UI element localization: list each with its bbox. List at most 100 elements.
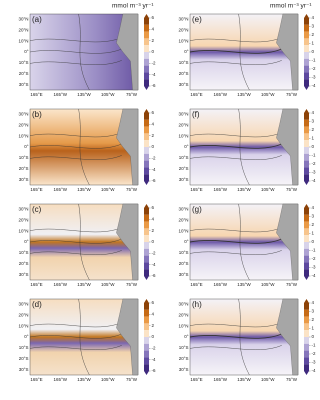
contour-line [29,155,122,160]
panel-label: (h) [192,300,202,309]
colorbar-tick-label: -2 [152,346,156,351]
lon-label: 135°W [77,377,91,382]
colorbar-tick-label: 2 [152,133,155,138]
land [116,108,139,186]
colorbar-tick-label: -4 [152,262,156,267]
colorbar-segment [304,52,309,59]
panel-label: (c) [32,205,42,214]
colorbar-segment [144,350,149,358]
contour-line [238,13,250,91]
lat-label: 0° [184,49,189,54]
lat-label: 30°S [179,272,189,277]
colorbar-segment [304,316,309,324]
lat-label: 30°S [19,272,29,277]
contour-line [238,203,250,281]
colorbar-segment [144,269,149,276]
lat-label: 30°N [178,302,188,307]
lon-label: 165°E [30,377,42,382]
lat-label: 20°N [178,312,188,317]
colorbar-tick-label: 4 [152,312,155,317]
lon-label: 135°W [77,282,91,287]
colorbar-tick-label: 2 [312,222,315,227]
colorbar-tick-label: -4 [312,178,316,183]
colorbar-end [304,86,309,90]
contour-line [189,333,282,339]
colorbar-end [304,181,309,185]
lat-label: 20°N [18,122,28,127]
colorbar-end [144,14,149,18]
colorbar-segment [304,79,309,86]
lon-label: 165°E [190,92,202,97]
colorbar-segment [304,126,309,134]
colorbar-tick-label: -6 [152,273,156,278]
colorbar-tick-label: 0 [312,49,315,54]
colorbar-segment [144,18,149,25]
colorbar-segment [144,133,149,141]
colorbar-segment [304,255,309,263]
contour-line [238,298,250,376]
lon-label: 165°W [213,92,227,97]
colorbar-end [144,371,149,375]
land [116,13,139,91]
lat-label: 20°N [178,122,188,127]
colorbar-segment [304,174,309,181]
colorbar-segment [304,228,309,236]
contour-line [78,108,90,186]
colorbar-tick-label: 4 [312,300,315,305]
lat-label: 10°N [18,133,28,138]
lon-label: 75°W [126,187,138,192]
colorbar-tick-label: -1 [312,248,316,253]
colorbar-segment [144,221,149,229]
colorbar-tick-label: -4 [152,72,156,77]
colorbar-segment [304,330,309,337]
lon-label: 105°W [261,282,275,287]
lat-label: 10°S [19,60,29,65]
colorbar-segment [304,337,309,344]
colorbar-tick-label: -4 [152,167,156,172]
colorbar-end [304,299,309,303]
colorbar-end [144,109,149,113]
contour-line [29,227,122,233]
colorbar-tick-label: 0 [312,239,315,244]
colorbar-tick-label: -2 [312,256,316,261]
lat-label: 30°N [178,207,188,212]
contour-line [29,143,122,149]
colorbar-segment [304,262,309,270]
panel-label: (f) [192,110,200,119]
contour-line [189,345,282,350]
lon-label: 75°W [286,92,298,97]
colorbar-segment [144,323,149,331]
colorbar-tick-label: 4 [152,27,155,32]
colorbar-segment [304,153,309,161]
colorbar-end [144,181,149,185]
colorbar-tick-label: -3 [312,265,316,270]
colorbar-tick-label: 6 [152,205,155,210]
colorbar-segment [144,357,149,365]
lon-label: 75°W [286,187,298,192]
colorbar-segment [304,119,309,127]
contour-line [29,132,122,138]
colorbar-tick-label: -1 [312,153,316,158]
lon-label: 165°E [30,282,42,287]
colorbar-segment [144,262,149,270]
colorbar-segment [304,208,309,215]
colorbar-segment [304,140,309,147]
contour-line [29,60,122,65]
lon-label: 75°W [286,282,298,287]
colorbar-segment [144,153,149,161]
land [116,203,139,281]
lat-label: 30°S [19,367,29,372]
colorbar-end [144,299,149,303]
lat-label: 10°S [179,155,189,160]
colorbar-tick-label: -4 [312,83,316,88]
colorbar-tick-label: 6 [152,15,155,20]
colorbar-segment [304,323,309,331]
colorbar-segment [144,160,149,168]
colorbar-segment [144,255,149,263]
lat-label: 30°N [18,17,28,22]
colorbar-tick-label: 4 [152,122,155,127]
lon-label: 105°W [101,187,115,192]
lat-label: 20°N [18,312,28,317]
panel-label: (g) [192,205,202,214]
